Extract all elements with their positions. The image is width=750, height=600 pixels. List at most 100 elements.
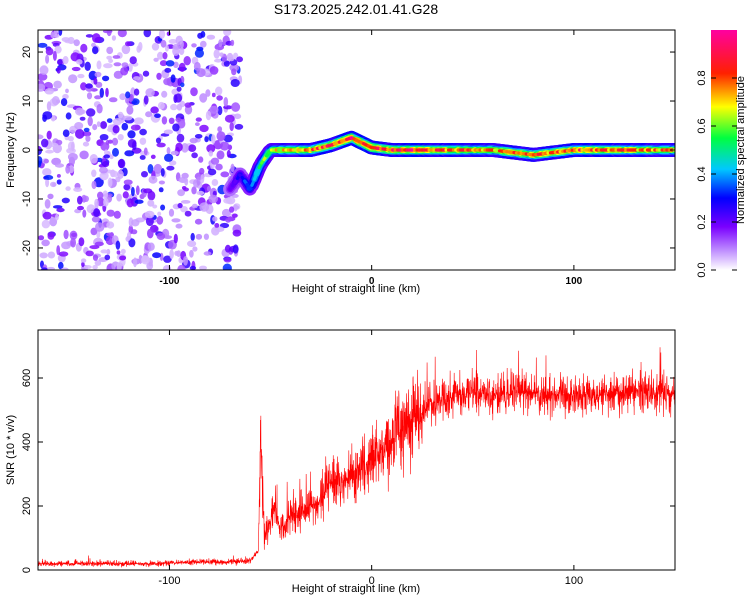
noise-blob xyxy=(123,183,131,191)
noise-blob xyxy=(184,210,192,217)
noise-blob xyxy=(200,40,207,48)
noise-blob xyxy=(60,267,69,270)
noise-blob xyxy=(117,111,124,119)
noise-blob xyxy=(147,228,154,239)
noise-blob xyxy=(46,101,52,111)
noise-blob xyxy=(211,134,216,144)
noise-blob xyxy=(191,43,197,48)
noise-blob xyxy=(67,153,78,161)
snr-panel: -100 0 100 0 200 400 600 Height of straight li… xyxy=(5,329,676,595)
noise-blob xyxy=(41,138,49,148)
noise-blob xyxy=(85,250,94,257)
noise-blob xyxy=(215,86,223,96)
noise-blob xyxy=(80,258,87,263)
noise-blob xyxy=(102,75,110,82)
noise-blob xyxy=(220,171,230,178)
noise-blob xyxy=(94,260,102,266)
noise-blob xyxy=(70,52,81,62)
noise-blob xyxy=(172,43,181,50)
noise-blob xyxy=(219,52,224,57)
noise-blob xyxy=(177,264,186,270)
noise-blob xyxy=(54,163,65,168)
noise-blob xyxy=(231,213,238,218)
noise-blob xyxy=(222,41,226,46)
noise-blob xyxy=(85,135,91,142)
noise-blob xyxy=(154,113,161,118)
snr-frame xyxy=(37,329,676,571)
noise-blob xyxy=(121,44,131,55)
noise-blob xyxy=(94,241,104,247)
noise-blob xyxy=(155,137,162,144)
noise-blob xyxy=(60,98,68,107)
noise-blob xyxy=(217,126,223,133)
noise-blob xyxy=(173,61,179,68)
noise-blob xyxy=(99,166,108,174)
noise-blob xyxy=(207,168,217,176)
noise-blob xyxy=(174,250,179,256)
noise-blob xyxy=(94,95,102,100)
noise-blob xyxy=(92,33,101,43)
noise-blob xyxy=(49,217,58,227)
noise-blob xyxy=(107,124,115,131)
noise-blob xyxy=(124,150,135,157)
noise-blob xyxy=(138,41,143,51)
noise-blob xyxy=(232,244,239,254)
y-tick-label: 0 xyxy=(21,147,33,153)
noise-blob xyxy=(103,63,113,69)
noise-blob xyxy=(79,150,89,160)
noise-blob xyxy=(112,55,121,59)
noise-blob xyxy=(218,39,223,48)
noise-blob xyxy=(75,107,85,116)
noise-blob xyxy=(70,237,76,248)
noise-blob xyxy=(54,45,62,54)
noise-blob xyxy=(49,142,59,148)
noise-blob xyxy=(194,134,203,139)
noise-blob xyxy=(156,72,162,80)
noise-blob xyxy=(229,206,235,213)
noise-blob xyxy=(224,114,235,123)
noise-blob xyxy=(38,73,48,81)
noise-blob xyxy=(160,39,167,48)
noise-blob xyxy=(47,232,55,240)
noise-blob xyxy=(63,229,69,240)
noise-blob xyxy=(117,134,124,141)
noise-blob xyxy=(157,51,164,60)
noise-blob xyxy=(180,82,185,88)
noise-blob xyxy=(156,232,166,240)
noise-blob xyxy=(125,91,131,99)
noise-blob xyxy=(143,147,148,156)
noise-blob xyxy=(199,202,210,212)
noise-blob xyxy=(95,222,105,232)
noise-blob xyxy=(206,34,216,40)
noise-blob xyxy=(86,204,96,214)
noise-blob xyxy=(161,116,168,125)
noise-blob xyxy=(205,89,211,97)
noise-blob xyxy=(45,47,54,56)
noise-blob xyxy=(73,187,83,193)
y-tick-label: -10 xyxy=(21,191,33,207)
noise-blob xyxy=(108,139,113,144)
noise-blob xyxy=(50,181,57,188)
noise-blob xyxy=(216,150,225,160)
noise-blob xyxy=(53,30,58,35)
noise-blob xyxy=(85,83,93,89)
noise-blob xyxy=(170,150,179,156)
noise-blob xyxy=(216,131,226,142)
noise-blob xyxy=(171,218,181,223)
noise-blob xyxy=(234,123,244,130)
noise-blob xyxy=(55,213,59,221)
noise-blob xyxy=(147,190,156,201)
noise-blob xyxy=(205,110,212,121)
noise-blob xyxy=(83,265,92,269)
noise-blob xyxy=(165,60,175,67)
noise-blob xyxy=(47,266,55,270)
noise-blob xyxy=(87,116,93,127)
noise-blob xyxy=(178,47,185,55)
noise-blob xyxy=(223,134,233,143)
noise-blob xyxy=(170,74,176,83)
noise-blob xyxy=(206,185,211,192)
noise-blob xyxy=(61,197,70,204)
noise-blob xyxy=(148,175,158,184)
noise-blob xyxy=(38,146,42,151)
